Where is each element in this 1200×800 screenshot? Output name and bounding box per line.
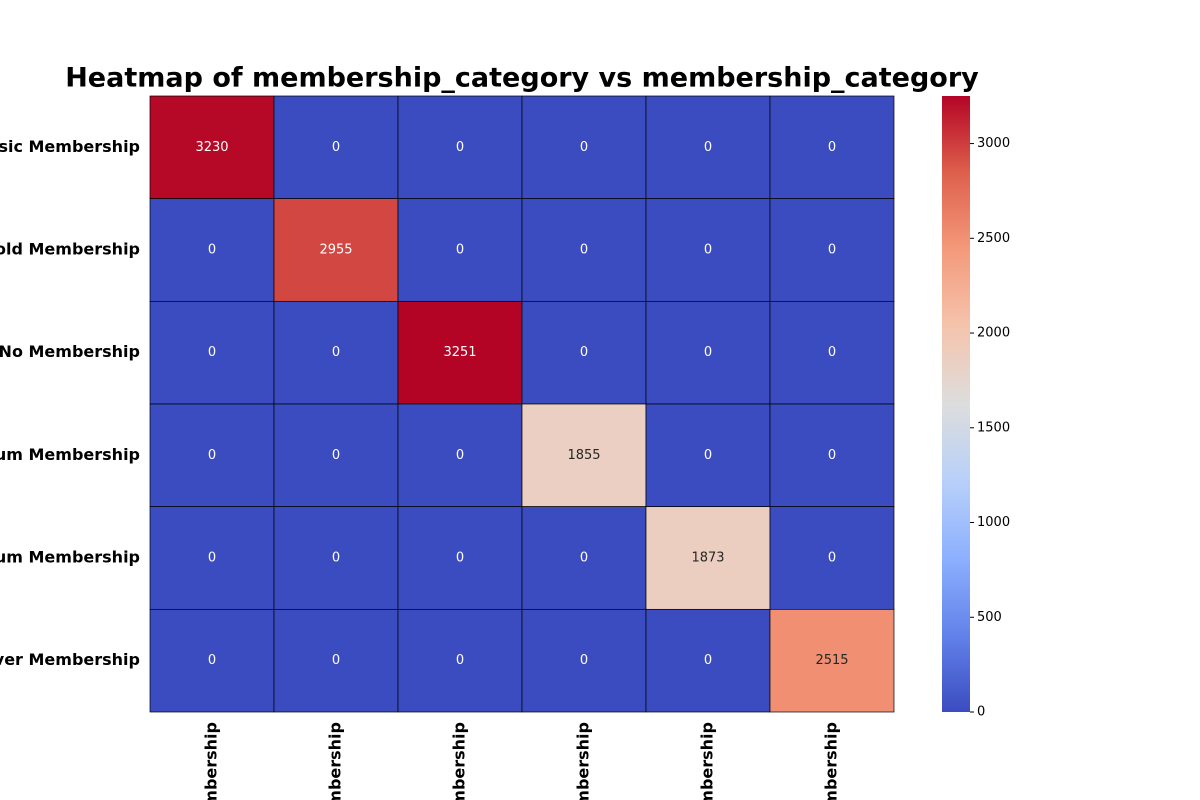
cell-label: 0: [580, 140, 588, 155]
cell-label: 0: [208, 551, 216, 566]
heatmap-cell: [273, 95, 399, 200]
colorbar-tick-label: 500: [977, 610, 1002, 625]
chart-title: Heatmap of membership_category vs member…: [65, 63, 979, 94]
heatmap-cell: [397, 300, 523, 405]
cell-label: 0: [332, 653, 340, 668]
heatmap-cell: [521, 608, 647, 713]
cell-label: 0: [580, 243, 588, 258]
heatmap-cell: [645, 300, 771, 405]
heatmap-cell: [149, 608, 275, 713]
colorbar-tick-label: 2000: [977, 326, 1010, 341]
heatmap-cell: [273, 506, 399, 610]
heatmap-cell: [521, 506, 647, 610]
cell-label: 0: [580, 345, 588, 360]
heatmap-cell: [521, 95, 647, 200]
y-tick-label: No Membership: [0, 342, 140, 361]
y-tick-label: Premium Membership: [0, 548, 140, 567]
x-tick-label: Platinum Membership: [574, 722, 593, 800]
cell-label: 0: [332, 551, 340, 566]
heatmap-cell: [769, 300, 895, 405]
x-tick-label: Basic Membership: [202, 722, 221, 800]
y-tick-label: Gold Membership: [0, 240, 140, 259]
cell-label: 0: [704, 243, 712, 258]
cell-label: 0: [704, 653, 712, 668]
cell-label: 0: [456, 551, 464, 566]
cell-label: 0: [332, 448, 340, 463]
heatmap-cell: [521, 300, 647, 405]
cell-label: 0: [456, 653, 464, 668]
heatmap-cell: [397, 95, 523, 200]
colorbar-tick-label: 1500: [977, 420, 1010, 435]
heatmap-cell: [521, 403, 647, 508]
cell-label: 0: [580, 653, 588, 668]
heatmap-cell: [645, 506, 771, 610]
cell-label: 0: [208, 243, 216, 258]
x-tick-label: Gold Membership: [326, 722, 345, 800]
cell-label: 1873: [691, 551, 724, 566]
x-tick-label: Premium Membership: [698, 722, 717, 800]
cell-label: 0: [828, 345, 836, 360]
colorbar-tick-label: 1000: [977, 515, 1010, 530]
cell-label: 3251: [443, 345, 476, 360]
cell-label: 0: [208, 345, 216, 360]
cell-label: 1855: [567, 448, 600, 463]
cell-label: 0: [704, 345, 712, 360]
heatmap-cell: [645, 608, 771, 713]
y-tick-label: Basic Membership: [0, 137, 140, 156]
colorbar-tick-label: 3000: [977, 136, 1010, 151]
heatmap-cell: [645, 95, 771, 200]
cell-label: 0: [208, 653, 216, 668]
cell-label: 0: [828, 448, 836, 463]
cell-label: 0: [332, 140, 340, 155]
cell-label: 0: [580, 551, 588, 566]
heatmap-cell: [149, 300, 275, 405]
cell-label: 0: [332, 345, 340, 360]
colorbar: [942, 96, 970, 712]
heatmap-cell: [645, 403, 771, 508]
heatmap-cell: [769, 198, 895, 302]
heatmap-cell: [769, 403, 895, 508]
x-tick-label: Silver Membership: [822, 722, 841, 800]
cell-label: 0: [208, 448, 216, 463]
cell-label: 0: [456, 243, 464, 258]
heatmap-cell: [769, 608, 895, 713]
cell-label: 3230: [195, 140, 228, 155]
cell-label: 2515: [815, 653, 848, 668]
y-tick-label: Silver Membership: [0, 650, 140, 669]
colorbar-tick-label: 0: [977, 705, 985, 720]
heatmap-cell: [149, 403, 275, 508]
cell-label: 0: [828, 140, 836, 155]
y-tick-label: Platinum Membership: [0, 445, 140, 464]
heatmap-cell: [149, 198, 275, 302]
colorbar-tick-label: 2500: [977, 231, 1010, 246]
heatmap-cell: [769, 95, 895, 200]
cell-label: 0: [704, 448, 712, 463]
cell-label: 0: [456, 448, 464, 463]
cell-label: 2955: [319, 243, 352, 258]
heatmap-cell: [769, 506, 895, 610]
cell-label: 0: [828, 551, 836, 566]
heatmap-cell: [521, 198, 647, 302]
heatmap-cell: [273, 198, 399, 302]
heatmap-cell: [273, 403, 399, 508]
x-tick-label: No Membership: [450, 722, 469, 800]
heatmap-cell: [397, 403, 523, 508]
heatmap-cell: [397, 506, 523, 610]
cell-label: 0: [828, 243, 836, 258]
cell-label: 0: [456, 140, 464, 155]
heatmap-cell: [149, 95, 275, 200]
heatmap-cell: [149, 506, 275, 610]
heatmap-cell: [273, 300, 399, 405]
cell-label: 0: [704, 140, 712, 155]
